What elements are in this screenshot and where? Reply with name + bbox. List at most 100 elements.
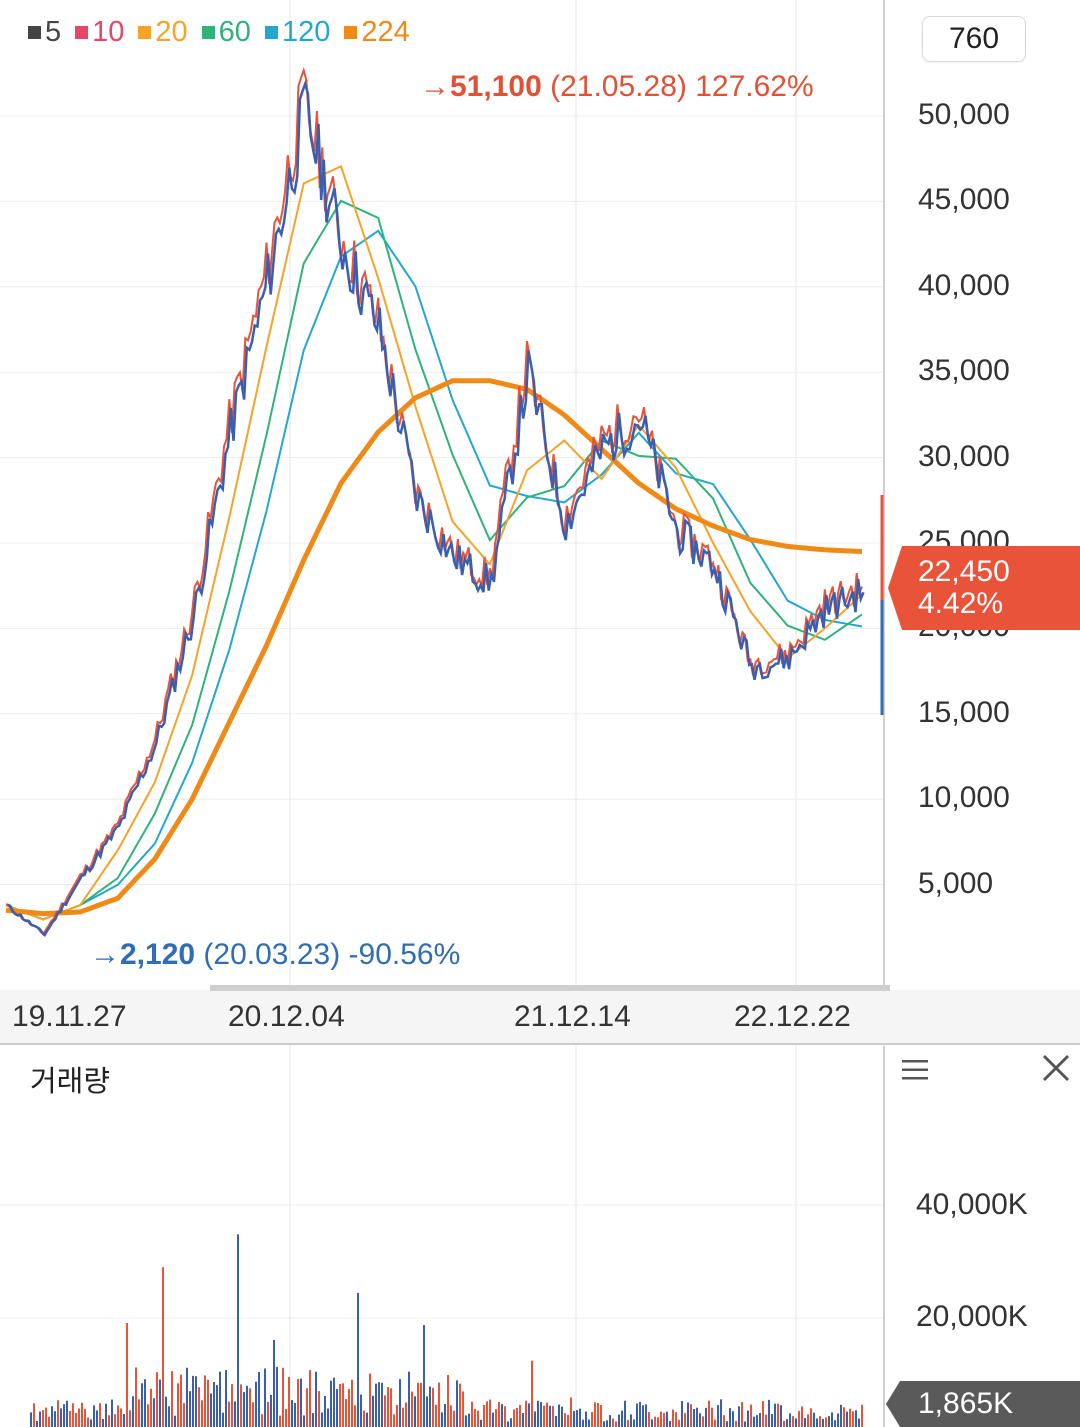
high-value: 51,100	[450, 70, 542, 103]
volume-bar	[444, 1404, 446, 1427]
volume-bar	[825, 1417, 827, 1427]
price-series	[5, 66, 865, 938]
volume-bar	[96, 1410, 98, 1427]
volume-bar	[333, 1377, 335, 1427]
volume-bar	[231, 1384, 233, 1427]
volume-bar	[693, 1408, 695, 1427]
volume-bar	[480, 1419, 482, 1427]
volume-bar	[465, 1415, 467, 1427]
volume-bar	[762, 1401, 764, 1427]
volume-bar	[219, 1371, 221, 1427]
volume-bar	[747, 1410, 749, 1427]
volume-bar	[648, 1412, 650, 1427]
volume-bar	[861, 1404, 863, 1427]
volume-bar	[687, 1402, 689, 1427]
legend-item-ma60[interactable]: 60	[201, 16, 251, 49]
volume-bar	[315, 1371, 317, 1427]
volume-bar	[456, 1380, 458, 1427]
volume-bar	[294, 1402, 296, 1427]
volume-bar	[420, 1382, 422, 1427]
price-up-line	[5, 66, 863, 937]
arrow-right-icon: →	[420, 70, 450, 103]
volume-bar	[441, 1412, 443, 1427]
volume-bar	[264, 1368, 266, 1427]
volume-bar	[171, 1371, 173, 1427]
volume-bar	[471, 1401, 473, 1427]
volume-bar	[801, 1406, 803, 1427]
volume-bar	[141, 1383, 143, 1427]
volume-bar	[240, 1384, 242, 1427]
hamburger-menu-icon[interactable]	[900, 1058, 930, 1082]
volume-bar	[663, 1412, 665, 1427]
volume-bar	[303, 1415, 305, 1427]
volume-bar	[612, 1418, 614, 1427]
volume-bar	[819, 1416, 821, 1427]
legend-item-ma10[interactable]: 10	[75, 16, 124, 49]
volume-bar	[429, 1386, 431, 1427]
volume-bar	[816, 1418, 818, 1427]
volume-bar	[795, 1418, 797, 1427]
volume-bar	[150, 1388, 152, 1427]
volume-bar	[492, 1412, 494, 1427]
volume-bar	[606, 1420, 608, 1427]
date-axis-band	[0, 990, 1080, 1044]
volume-bar	[744, 1421, 746, 1427]
ma60-line	[5, 199, 863, 921]
legend-label: 120	[281, 16, 331, 48]
volume-bar	[366, 1412, 368, 1427]
volume-bar	[411, 1391, 413, 1427]
volume-bar	[579, 1408, 581, 1427]
legend-item-ma224[interactable]: 224	[344, 16, 410, 49]
ma-legend[interactable]: 5 10 20 60 120 224	[28, 16, 410, 49]
volume-bar	[273, 1339, 275, 1427]
volume-bar	[828, 1416, 830, 1427]
volume-bar	[741, 1402, 743, 1427]
volume-bar	[174, 1415, 176, 1427]
volume-bar	[147, 1404, 149, 1427]
volume-bar	[849, 1408, 851, 1427]
volume-bar	[207, 1379, 209, 1427]
volume-bars	[30, 1234, 863, 1427]
legend-swatch	[264, 26, 278, 39]
volume-bar	[837, 1413, 839, 1427]
low-annotation: →2,120 (20.03.23) -90.56%	[90, 938, 460, 972]
volume-bar	[807, 1414, 809, 1427]
volume-bar	[312, 1413, 314, 1427]
volume-bar	[111, 1399, 113, 1427]
volume-bar	[390, 1388, 392, 1427]
volume-bar	[609, 1415, 611, 1427]
volume-bar	[258, 1372, 260, 1427]
legend-item-ma5[interactable]: 5	[28, 16, 61, 49]
chart-scrollbar[interactable]	[210, 985, 890, 991]
legend-swatch	[28, 26, 41, 39]
volume-bar	[321, 1412, 323, 1427]
volume-bar	[594, 1402, 596, 1427]
volume-bar	[681, 1401, 683, 1427]
volume-bar	[672, 1409, 674, 1427]
volume-bar	[378, 1382, 380, 1427]
volume-bar	[729, 1408, 731, 1427]
volume-bar	[567, 1414, 569, 1427]
volume-bar	[618, 1414, 620, 1427]
volume-bar	[507, 1421, 509, 1427]
volume-bar	[813, 1412, 815, 1427]
current-volume-tag: 1,865K	[886, 1381, 1080, 1427]
legend-item-ma120[interactable]: 120	[264, 16, 331, 49]
price-tick: 30,000	[918, 439, 1010, 473]
close-icon[interactable]	[1040, 1052, 1072, 1084]
volume-bar	[78, 1408, 80, 1427]
volume-bar	[186, 1367, 188, 1427]
legend-swatch	[201, 26, 215, 39]
candle-count-box[interactable]: 760	[922, 16, 1026, 62]
volume-bar	[90, 1419, 92, 1427]
volume-bar	[324, 1395, 326, 1427]
volume-bar	[261, 1414, 263, 1427]
volume-bar	[339, 1383, 341, 1427]
volume-grid	[0, 1204, 884, 1319]
volume-bar	[402, 1407, 404, 1427]
legend-item-ma20[interactable]: 20	[138, 16, 188, 49]
volume-bar	[54, 1411, 56, 1427]
volume-bar	[195, 1376, 197, 1427]
volume-bar	[117, 1405, 119, 1427]
